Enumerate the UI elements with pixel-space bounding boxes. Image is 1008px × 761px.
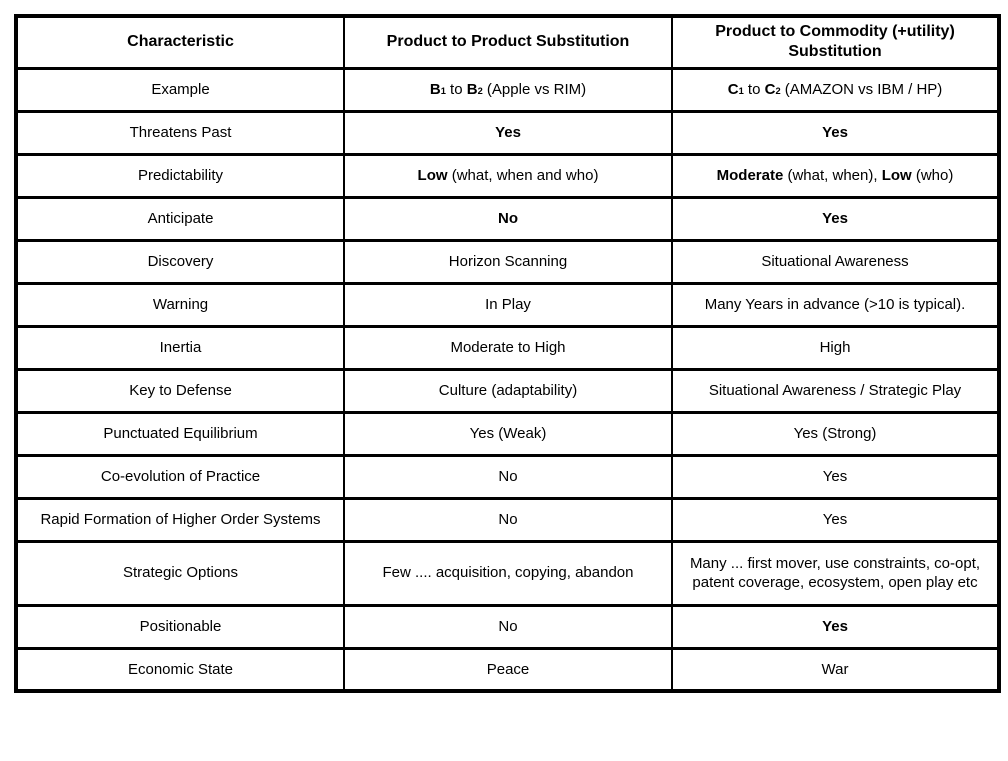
product-to-commodity-cell: Situational Awareness / Strategic Play [671, 367, 1000, 414]
text-run: Yes [822, 617, 848, 635]
product-to-commodity-cell: Yes [671, 453, 1000, 500]
table-row: Discovery Horizon Scanning Situational Awa… [15, 238, 1000, 285]
header-product-to-commodity-substitution: Product to Commodity (+utility) Substitu… [671, 14, 1000, 70]
characteristic-cell: Threatens Past [15, 109, 345, 156]
text-run: 2 [477, 85, 483, 96]
characteristic-cell: Punctuated Equilibrium [15, 410, 345, 457]
product-to-commodity-cell: Yes [671, 195, 1000, 242]
product-to-commodity-cell: Moderate (what, when), Low (who) [671, 152, 1000, 199]
characteristic-cell: Positionable [15, 603, 345, 650]
table-row: Inertia Moderate to High High [15, 324, 1000, 371]
table-row: Key to Defense Culture (adaptability) Situ… [15, 367, 1000, 414]
table-row: Co-evolution of Practice No Yes [15, 453, 1000, 500]
text-run: (Apple vs RIM) [482, 80, 587, 98]
product-to-product-cell: Moderate to High [343, 324, 673, 371]
text-run: Yes [822, 123, 848, 141]
header-characteristic: Characteristic [15, 14, 345, 70]
text-run: B [429, 80, 441, 98]
product-to-product-cell: Yes (Weak) [343, 410, 673, 457]
table-row: Example B1 to B2 (Apple vs RIM) C1 to C2 (… [15, 66, 1000, 113]
table-row: Strategic Options Few .... acquisition, c… [15, 539, 1000, 607]
product-to-commodity-cell: Situational Awareness [671, 238, 1000, 285]
characteristic-cell: Inertia [15, 324, 345, 371]
text-run: C [764, 80, 776, 98]
text-run: Low [881, 166, 912, 184]
header-product-to-product-substitution: Product to Product Substitution [343, 14, 673, 70]
table-header: Characteristic Product to Product Substi… [15, 14, 1000, 70]
text-run: Moderate [716, 166, 784, 184]
product-to-product-cell: No [343, 453, 673, 500]
substitution-comparison-table: Characteristic Product to Product Substi… [14, 14, 1001, 693]
text-run: Low [417, 166, 448, 184]
text-run: 2 [775, 85, 781, 96]
text-run: C [727, 80, 739, 98]
product-to-commodity-cell: Yes [671, 603, 1000, 650]
table-row: Economic State Peace War [15, 646, 1000, 693]
characteristic-cell: Rapid Formation of Higher Order Systems [15, 496, 345, 543]
product-to-product-cell: Low (what, when and who) [343, 152, 673, 199]
product-to-commodity-cell: Yes [671, 496, 1000, 543]
text-run: (what, when and who) [447, 166, 599, 184]
characteristic-cell: Predictability [15, 152, 345, 199]
characteristic-cell: Discovery [15, 238, 345, 285]
product-to-product-cell: No [343, 496, 673, 543]
characteristic-cell: Strategic Options [15, 539, 345, 607]
text-run: Yes [822, 209, 848, 227]
product-to-product-cell: In Play [343, 281, 673, 328]
text-run: No [498, 209, 518, 227]
characteristic-cell: Warning [15, 281, 345, 328]
text-run: Yes [495, 123, 521, 141]
product-to-commodity-cell: High [671, 324, 1000, 371]
text-run: to [743, 80, 765, 98]
characteristic-cell: Co-evolution of Practice [15, 453, 345, 500]
characteristic-cell: Anticipate [15, 195, 345, 242]
table-row: Threatens Past Yes Yes [15, 109, 1000, 156]
characteristic-cell: Economic State [15, 646, 345, 693]
text-run: 1 [440, 85, 446, 96]
product-to-commodity-cell: Yes [671, 109, 1000, 156]
product-to-product-cell: B1 to B2 (Apple vs RIM) [343, 66, 673, 113]
product-to-product-cell: No [343, 603, 673, 650]
table-row: Positionable No Yes [15, 603, 1000, 650]
table-row: Punctuated Equilibrium Yes (Weak) Yes (Str… [15, 410, 1000, 457]
product-to-commodity-cell: Yes (Strong) [671, 410, 1000, 457]
product-to-product-cell: Culture (adaptability) [343, 367, 673, 414]
product-to-commodity-cell: C1 to C2 (AMAZON vs IBM / HP) [671, 66, 1000, 113]
product-to-product-cell: Few .... acquisition, copying, abandon [343, 539, 673, 607]
product-to-product-cell: No [343, 195, 673, 242]
product-to-product-cell: Yes [343, 109, 673, 156]
table-body: Example B1 to B2 (Apple vs RIM) C1 to C2 (… [15, 66, 1000, 693]
product-to-product-cell: Horizon Scanning [343, 238, 673, 285]
text-run: to [445, 80, 467, 98]
product-to-commodity-cell: Many ... first mover, use constraints, c… [671, 539, 1000, 607]
product-to-product-cell: Peace [343, 646, 673, 693]
table-row: Anticipate No Yes [15, 195, 1000, 242]
text-run: (who) [911, 166, 954, 184]
characteristic-cell: Key to Defense [15, 367, 345, 414]
text-run: 1 [738, 85, 744, 96]
text-run: (what, when), [783, 166, 882, 184]
table-row: Warning In Play Many Years in advance (>10… [15, 281, 1000, 328]
table-row: Predictability Low (what, when and who) Mo… [15, 152, 1000, 199]
characteristic-cell: Example [15, 66, 345, 113]
product-to-commodity-cell: Many Years in advance (>10 is typical). [671, 281, 1000, 328]
text-run: B [466, 80, 478, 98]
header-row: Characteristic Product to Product Substi… [15, 14, 1000, 70]
table-row: Rapid Formation of Higher Order Systems N… [15, 496, 1000, 543]
product-to-commodity-cell: War [671, 646, 1000, 693]
text-run: (AMAZON vs IBM / HP) [780, 80, 943, 98]
